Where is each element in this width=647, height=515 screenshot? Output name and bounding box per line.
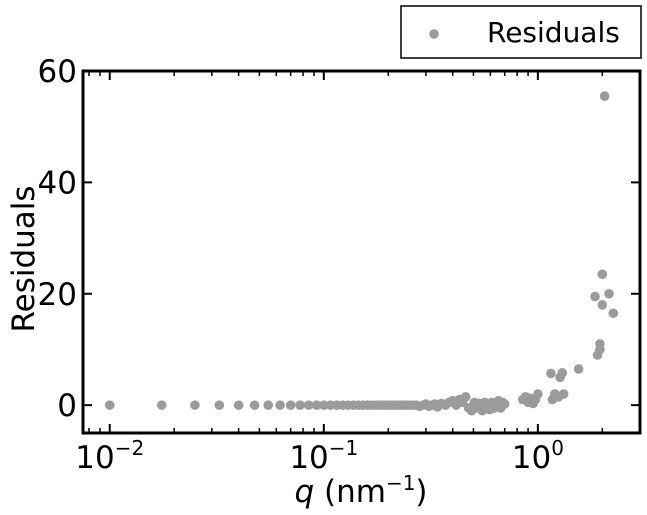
- x-axis-label: q (nm−1): [294, 471, 427, 510]
- y-axis-label: Residuals: [6, 185, 42, 332]
- x-tick-label: 10−1: [289, 436, 358, 476]
- data-point: [597, 269, 608, 280]
- data-point: [555, 372, 565, 383]
- data-point: [285, 400, 296, 410]
- legend-box: [400, 5, 642, 59]
- data-point: [275, 400, 285, 410]
- data-point: [499, 399, 510, 409]
- y-tick-label: 40: [38, 165, 77, 201]
- y-tick-label: 0: [57, 388, 77, 424]
- x-axis-label-exp: −1: [386, 471, 415, 495]
- plot-frame: [81, 69, 642, 435]
- data-point: [190, 400, 200, 410]
- data-point: [573, 364, 584, 374]
- data-point: [551, 392, 562, 402]
- legend-label: Residuals: [487, 16, 620, 49]
- data-point: [597, 300, 608, 310]
- data-point: [104, 400, 115, 410]
- data-point: [233, 400, 244, 410]
- x-axis-label-var: q: [294, 474, 314, 510]
- data-point: [303, 400, 314, 410]
- data-point: [295, 400, 305, 410]
- x-axis-label-close: ): [415, 474, 427, 510]
- data-point: [263, 400, 274, 410]
- data-point: [214, 400, 225, 410]
- data-point: [599, 91, 610, 101]
- legend: Residuals: [400, 5, 642, 59]
- x-tick-labels: 10−2 10−1 100: [75, 436, 564, 476]
- data-point: [533, 389, 543, 399]
- legend-marker: [429, 29, 439, 39]
- y-tick-label: 60: [38, 54, 77, 90]
- x-tick-label: 100: [512, 436, 564, 476]
- data-point: [311, 400, 322, 410]
- data-point: [595, 344, 605, 355]
- x-tick-label: 10−2: [75, 436, 144, 476]
- data-point: [460, 392, 471, 402]
- data-points: [104, 91, 619, 416]
- y-tick-labels: 0 20 40 60: [38, 54, 77, 424]
- x-axis-label-unit: (nm: [314, 474, 386, 510]
- data-point: [590, 291, 600, 302]
- data-point: [608, 308, 619, 319]
- y-tick-label: 20: [38, 277, 77, 313]
- data-point: [156, 400, 167, 410]
- data-point: [249, 400, 260, 410]
- data-point: [546, 368, 556, 379]
- data-point: [558, 389, 569, 399]
- data-point: [319, 400, 329, 410]
- data-point: [604, 288, 614, 299]
